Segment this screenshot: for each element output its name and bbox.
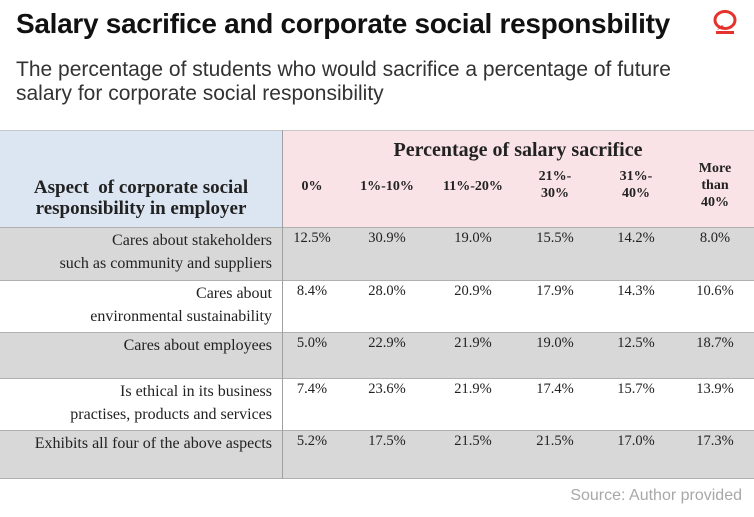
- aspect-header-line-1: Aspect of corporate social: [33, 177, 249, 198]
- table-cell: 17.4%: [536, 381, 574, 397]
- table-cell: 15.5%: [536, 230, 574, 246]
- row-label: Is ethical in its business practises, pro…: [70, 383, 272, 423]
- column-header-2: 1%-10%: [360, 179, 414, 194]
- row-label: Cares about employees: [123, 337, 272, 354]
- table-cell: 12.5%: [293, 230, 331, 246]
- table-cell: 15.7%: [617, 381, 655, 397]
- row-label: Cares about environmental sustainability: [90, 285, 272, 325]
- table-cell: 28.0%: [368, 283, 406, 299]
- chart-subtitle: The percentage of students who would sac…: [16, 58, 671, 105]
- table-cell: 21.5%: [454, 433, 492, 449]
- table-cell: 21.5%: [536, 433, 574, 449]
- table-cell: 17.5%: [368, 433, 406, 449]
- table-cell: 14.3%: [617, 283, 655, 299]
- table-row: Exhibits all four of the above aspects 5.…: [0, 430, 754, 479]
- table-cell: 5.0%: [296, 335, 328, 351]
- row-header-cell: [0, 130, 282, 227]
- table-bottom-border: [0, 478, 754, 479]
- row-label: Cares about stakeholders such as communit…: [59, 232, 272, 272]
- percentage-group-header: Percentage of salary sacrifice: [393, 139, 643, 161]
- row-divider: [0, 227, 754, 228]
- row-divider: [0, 378, 754, 379]
- table-row: Cares about employees 5.0% 22.9% 21.9% 19.0%…: [0, 332, 754, 378]
- column-header-6: More than 40%: [698, 161, 732, 210]
- aspect-header-line-2: responsibility in employer: [35, 198, 247, 219]
- table-cell: 13.9%: [696, 381, 734, 397]
- table-cell: 5.2%: [296, 433, 328, 449]
- table-cell: 8.4%: [296, 283, 328, 299]
- column-header-cell: [282, 130, 754, 227]
- column-divider: [282, 130, 283, 479]
- source-note: Source: Author provided: [570, 487, 742, 504]
- table-cell: 12.5%: [617, 335, 655, 351]
- column-header-3: 11%-20%: [443, 179, 503, 194]
- salary-sacrifice-table: Aspect of corporate social responsibilit…: [0, 130, 754, 479]
- table-top-border: [0, 130, 754, 131]
- table-cell: 17.0%: [617, 433, 655, 449]
- speech-bubble-logo-icon: [713, 10, 737, 34]
- table-cell: 8.0%: [699, 230, 731, 246]
- column-header-5: 31%- 40%: [619, 169, 653, 201]
- table-cell: 30.9%: [368, 230, 406, 246]
- table-cell: 22.9%: [368, 335, 406, 351]
- table-cell: 21.9%: [454, 381, 492, 397]
- table-cell: 19.0%: [454, 230, 492, 246]
- aspect-header: Aspect of corporate social responsibilit…: [0, 177, 282, 219]
- table-cell: 17.3%: [696, 433, 734, 449]
- table-row: Cares about environmental sustainability 8…: [0, 280, 754, 332]
- column-header-4: 21%- 30%: [538, 169, 572, 201]
- table-cell: 21.9%: [454, 335, 492, 351]
- table-cell: 17.9%: [536, 283, 574, 299]
- table-cell: 14.2%: [617, 230, 655, 246]
- row-divider: [0, 332, 754, 333]
- row-divider: [0, 430, 754, 431]
- row-divider: [0, 280, 754, 281]
- table-cell: 19.0%: [536, 335, 574, 351]
- table-cell: 20.9%: [454, 283, 492, 299]
- row-label: Exhibits all four of the above aspects: [34, 435, 272, 452]
- column-header-1: 0%: [301, 179, 323, 194]
- table-row: Cares about stakeholders such as communit…: [0, 227, 754, 280]
- table-row: Is ethical in its business practises, pro…: [0, 378, 754, 430]
- table-cell: 7.4%: [296, 381, 328, 397]
- table-cell: 10.6%: [696, 283, 734, 299]
- table-cell: 18.7%: [696, 335, 734, 351]
- chart-title: Salary sacrifice and corporate social re…: [16, 8, 670, 39]
- table-cell: 23.6%: [368, 381, 406, 397]
